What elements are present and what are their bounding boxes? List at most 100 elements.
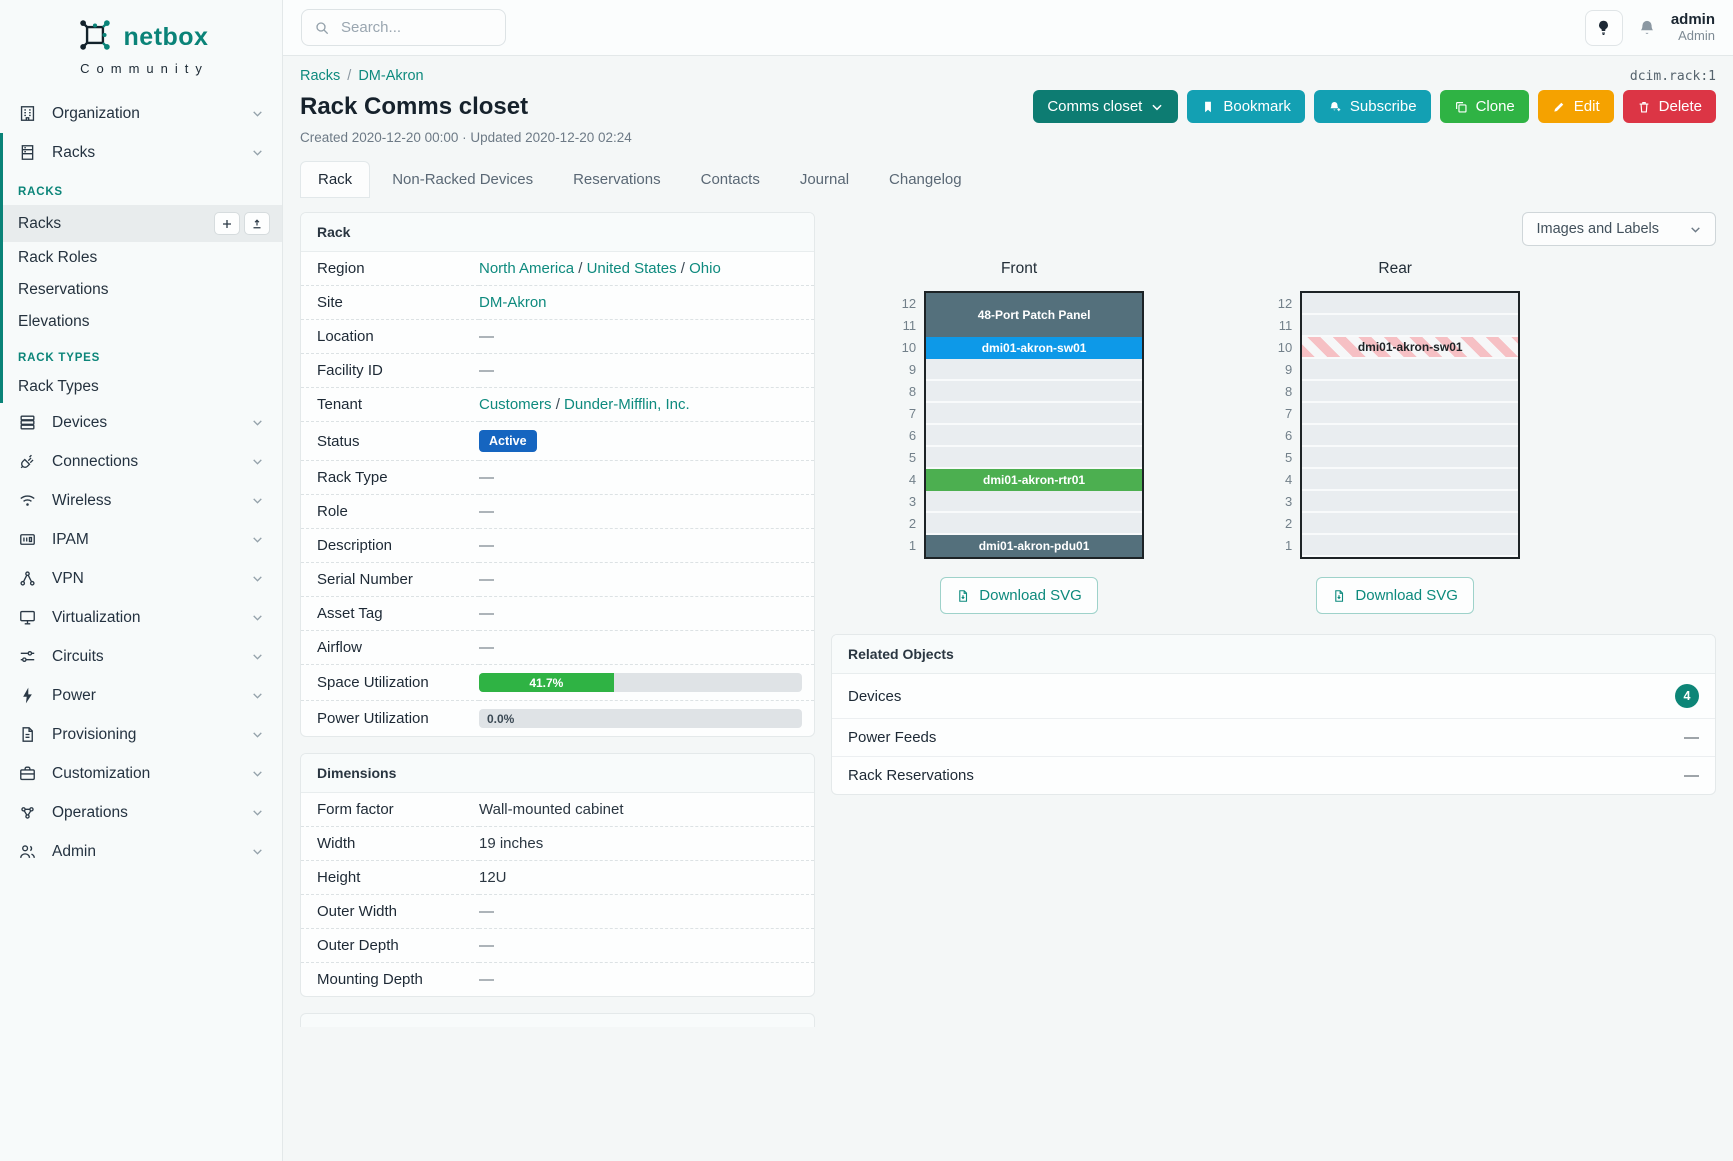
height-value: 12U bbox=[479, 869, 507, 886]
rack-unit-empty[interactable] bbox=[1302, 359, 1519, 381]
rack-device-dmi01-akron-sw01[interactable]: dmi01-akron-sw01 bbox=[1302, 337, 1519, 359]
sidebar-item-vpn[interactable]: VPN bbox=[0, 559, 282, 598]
rack-unit-empty[interactable] bbox=[1302, 491, 1519, 513]
rack-unit-empty[interactable] bbox=[1302, 381, 1519, 403]
outer-depth-value: — bbox=[479, 937, 494, 954]
sidebar-item-racks[interactable]: Racks bbox=[3, 205, 282, 242]
tab-changelog[interactable]: Changelog bbox=[889, 171, 962, 188]
tenant-group-link[interactable]: Customers bbox=[479, 396, 552, 413]
region-link[interactable]: North America bbox=[479, 260, 575, 277]
rack-device-dmi01-akron-pdu01[interactable]: dmi01-akron-pdu01 bbox=[926, 535, 1143, 557]
sidebar-item-ipam[interactable]: IPAM bbox=[0, 520, 282, 559]
rack-unit-empty[interactable] bbox=[926, 425, 1143, 447]
breadcrumb-site-link[interactable]: DM-Akron bbox=[358, 68, 424, 84]
chevron-down-icon bbox=[251, 728, 264, 741]
rack-unit-empty[interactable] bbox=[926, 513, 1143, 535]
chevron-down-icon bbox=[251, 611, 264, 624]
rack-unit-empty[interactable] bbox=[926, 447, 1143, 469]
rack-unit-empty[interactable] bbox=[1302, 293, 1519, 315]
table-row: Status Active bbox=[301, 421, 814, 461]
elevation-view-select[interactable]: Images and Labels bbox=[1522, 212, 1716, 246]
related-rack-reservations-row[interactable]: Rack Reservations — bbox=[832, 756, 1715, 794]
add-rack-button[interactable] bbox=[214, 212, 240, 235]
rename-dropdown-button[interactable]: Comms closet bbox=[1033, 90, 1179, 123]
wifi-icon bbox=[18, 491, 37, 510]
delete-button[interactable]: Delete bbox=[1622, 90, 1716, 123]
rack-unit-empty[interactable] bbox=[1302, 403, 1519, 425]
rack-unit-empty[interactable] bbox=[926, 359, 1143, 381]
chevron-down-icon bbox=[251, 767, 264, 780]
action-buttons: Comms closet Bookmark Subscribe Clone bbox=[1033, 90, 1716, 123]
chevron-down-icon bbox=[251, 533, 264, 546]
sidebar-section-rack-types: RACK TYPES bbox=[18, 352, 101, 364]
chevron-down-icon bbox=[251, 689, 264, 702]
bookmark-button[interactable]: Bookmark bbox=[1187, 90, 1305, 123]
edit-button[interactable]: Edit bbox=[1537, 90, 1614, 123]
sidebar-item-rack-types[interactable]: Rack Types bbox=[3, 371, 282, 403]
region-link[interactable]: United States bbox=[586, 260, 677, 277]
rack-unit-empty[interactable] bbox=[926, 403, 1143, 425]
region-link[interactable]: Ohio bbox=[689, 260, 721, 277]
user-menu[interactable]: admin Admin bbox=[1671, 11, 1715, 43]
tenant-link[interactable]: Dunder-Mifflin, Inc. bbox=[564, 396, 690, 413]
sidebar-item-power[interactable]: Power bbox=[0, 676, 282, 715]
related-devices-row[interactable]: Devices 4 bbox=[832, 674, 1715, 718]
rack-unit-empty[interactable] bbox=[1302, 513, 1519, 535]
sidebar-item-customization[interactable]: Customization bbox=[0, 754, 282, 793]
user-name: admin bbox=[1670, 11, 1715, 29]
rack-unit-empty[interactable] bbox=[1302, 315, 1519, 337]
brand[interactable]: netbox Community bbox=[0, 0, 282, 80]
sidebar-item-organization[interactable]: Organization bbox=[0, 94, 282, 133]
tab-journal[interactable]: Journal bbox=[799, 171, 850, 188]
unit-number: 10 bbox=[1277, 340, 1293, 355]
download-svg-front-button[interactable]: Download SVG bbox=[940, 577, 1098, 614]
tab-reservations[interactable]: Reservations bbox=[573, 171, 661, 188]
download-svg-rear-button[interactable]: Download SVG bbox=[1316, 577, 1474, 614]
sidebar-item-reservations[interactable]: Reservations bbox=[3, 274, 282, 306]
related-power-feeds-row[interactable]: Power Feeds — bbox=[832, 718, 1715, 756]
rack-unit-empty[interactable] bbox=[1302, 535, 1519, 557]
tab-rack[interactable]: Rack bbox=[300, 161, 371, 198]
import-rack-button[interactable] bbox=[244, 212, 270, 235]
sidebar-item-wireless[interactable]: Wireless bbox=[0, 481, 282, 520]
rack-unit-empty[interactable] bbox=[1302, 425, 1519, 447]
sidebar-item-operations[interactable]: Operations bbox=[0, 793, 282, 832]
sidebar-item-admin[interactable]: Admin bbox=[0, 832, 282, 871]
bookmark-label: Bookmark bbox=[1223, 98, 1291, 115]
rack-unit-empty[interactable] bbox=[1302, 447, 1519, 469]
subscribe-button[interactable]: Subscribe bbox=[1313, 90, 1431, 123]
unit-number: 5 bbox=[1284, 450, 1293, 465]
rack-unit-empty[interactable] bbox=[926, 381, 1143, 403]
sidebar-item-provisioning[interactable]: Provisioning bbox=[0, 715, 282, 754]
sidebar-item-rack-roles[interactable]: Rack Roles bbox=[3, 242, 282, 274]
table-row: Rack Type — bbox=[301, 460, 814, 495]
notifications-bell-icon[interactable] bbox=[1637, 18, 1657, 38]
breadcrumb-racks-link[interactable]: Racks bbox=[300, 68, 341, 84]
sidebar-item-elevations[interactable]: Elevations bbox=[3, 306, 282, 338]
sidebar-item-devices[interactable]: Devices bbox=[0, 403, 282, 442]
search-box[interactable] bbox=[301, 9, 506, 46]
sidebar-item-circuits[interactable]: Circuits bbox=[0, 637, 282, 676]
rack-device-dmi01-akron-rtr01[interactable]: dmi01-akron-rtr01 bbox=[926, 469, 1143, 491]
rack-device-dmi01-akron-sw01[interactable]: dmi01-akron-sw01 bbox=[926, 337, 1143, 359]
search-input[interactable] bbox=[339, 18, 493, 37]
file-download-icon bbox=[959, 589, 968, 602]
sidebar-item-label: Elevations bbox=[18, 313, 90, 330]
sidebar-item-connections[interactable]: Connections bbox=[0, 442, 282, 481]
rack-unit-empty[interactable] bbox=[926, 491, 1143, 513]
site-link[interactable]: DM-Akron bbox=[479, 294, 547, 311]
rack-unit-empty[interactable] bbox=[1302, 469, 1519, 491]
sidebar-item-racks-parent[interactable]: Racks bbox=[3, 133, 282, 172]
download-svg-label: Download SVG bbox=[1355, 587, 1458, 604]
rack-device-48-Port Patch Panel[interactable]: 48-Port Patch Panel bbox=[926, 293, 1143, 337]
clone-label: Clone bbox=[1475, 98, 1515, 115]
clone-button[interactable]: Clone bbox=[1439, 90, 1529, 123]
sidebar-item-virtualization[interactable]: Virtualization bbox=[0, 598, 282, 637]
unit-number: 1 bbox=[908, 538, 917, 553]
tab-contacts[interactable]: Contacts bbox=[700, 171, 760, 188]
table-row: Location — bbox=[301, 319, 814, 354]
theme-toggle-button[interactable] bbox=[1584, 9, 1623, 46]
bookmark-icon bbox=[1205, 101, 1212, 112]
tab-non-racked-devices[interactable]: Non-Racked Devices bbox=[392, 171, 534, 188]
edit-label: Edit bbox=[1573, 98, 1600, 115]
